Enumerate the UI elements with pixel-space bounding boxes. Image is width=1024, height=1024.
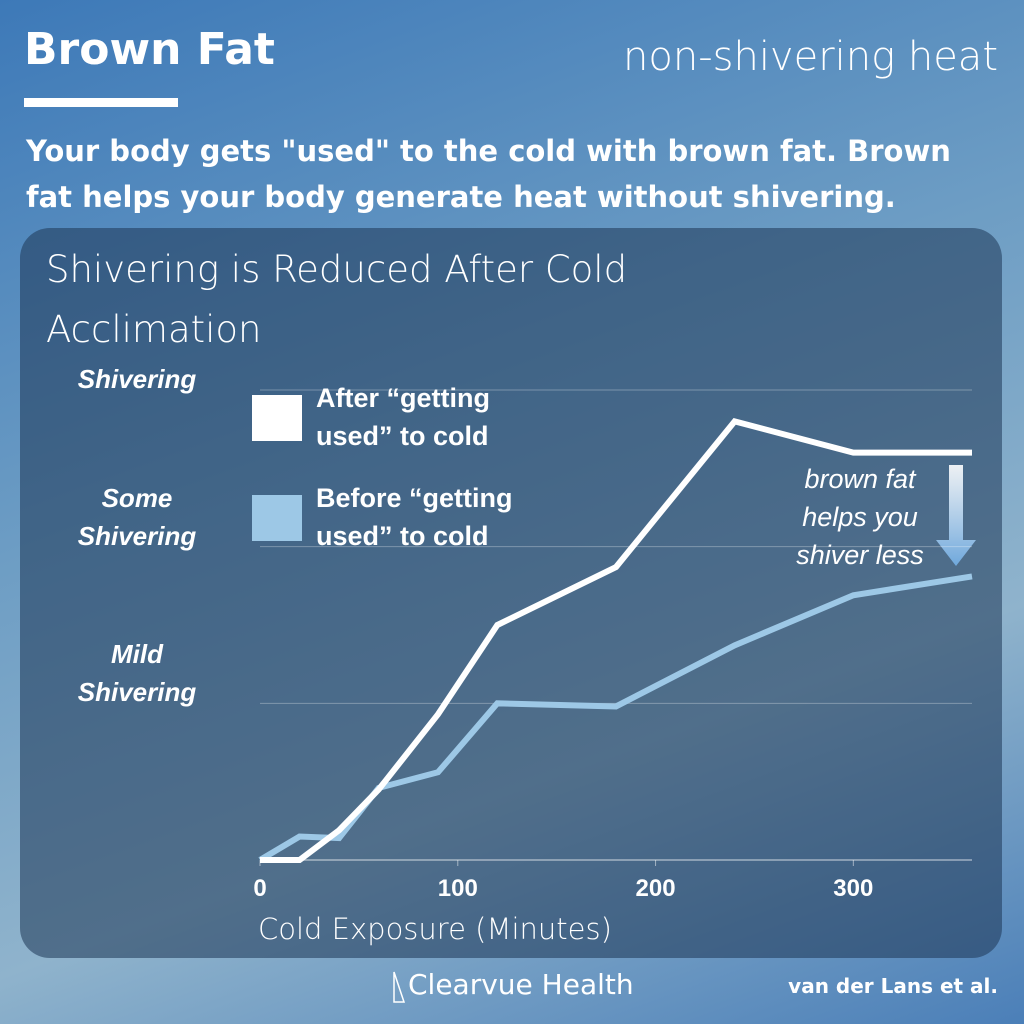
annotation-arrow [936,465,976,566]
chart-title: Shivering is Reduced After Cold Acclimat… [46,248,628,351]
x-tick-label: 200 [636,875,676,902]
y-tick-label: Some Shivering [77,482,197,551]
title-underline [24,98,178,107]
y-tick-label: Mild Shivering [77,639,197,708]
y-tick-label: Shivering [77,364,197,394]
legend-swatch [252,495,302,541]
page-subtitle: non-shivering heat [623,34,998,80]
x-tick-label: 300 [833,875,873,902]
brand: Clearvue Health [408,968,634,1001]
annotation: brown fat helps you shiver less [796,464,924,570]
x-axis-label: Cold Exposure (Minutes) [258,912,612,946]
citation: van der Lans et al. [788,974,998,998]
legend-label: Before “getting used” to cold [316,483,513,551]
x-tick-label: 100 [438,875,478,902]
x-tick-label: 0 [253,875,266,902]
description: Your body gets "used" to the cold with b… [26,134,951,214]
legend-label: After “getting used” to cold [316,383,490,451]
page-title: Brown Fat [24,24,275,75]
legend-swatch [252,395,302,441]
series-line [260,417,972,863]
chart-panel [20,228,1002,958]
series-line [258,573,973,863]
